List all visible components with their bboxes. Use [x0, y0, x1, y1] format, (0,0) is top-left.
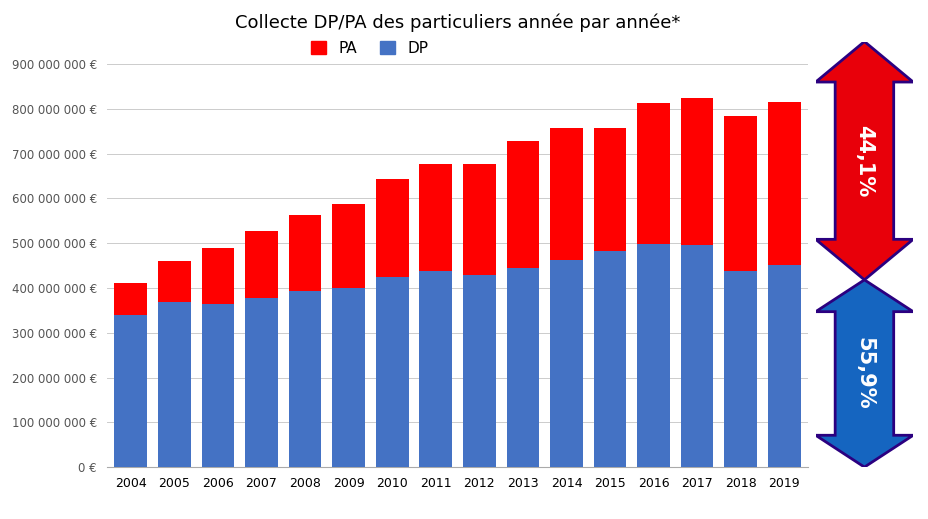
Bar [332, 203, 365, 288]
Bar [593, 128, 625, 251]
Bar [549, 128, 582, 260]
Bar [724, 116, 756, 271]
Bar [201, 305, 234, 467]
Text: 44,1%: 44,1% [854, 125, 873, 197]
Bar [289, 292, 321, 467]
Legend: PA, DP: PA, DP [311, 40, 428, 56]
Bar [201, 249, 234, 305]
Bar [549, 260, 582, 467]
Bar [376, 179, 408, 277]
Bar [245, 231, 277, 298]
Bar [767, 265, 800, 467]
Bar [114, 315, 147, 467]
Title: Collecte DP/PA des particuliers année par année*: Collecte DP/PA des particuliers année pa… [235, 13, 679, 32]
Bar [637, 244, 669, 467]
Polygon shape [815, 280, 912, 467]
Bar [289, 215, 321, 292]
Bar [680, 98, 713, 245]
Bar [506, 141, 538, 268]
Polygon shape [815, 42, 912, 280]
Bar [506, 268, 538, 467]
Bar [724, 271, 756, 467]
Bar [376, 277, 408, 467]
Bar [114, 282, 147, 315]
Bar [158, 302, 190, 467]
Bar [767, 102, 800, 265]
Bar [680, 245, 713, 467]
Bar [419, 271, 452, 467]
Bar [245, 298, 277, 467]
Bar [462, 165, 496, 276]
Bar [419, 165, 452, 271]
Bar [593, 251, 625, 467]
Bar [637, 103, 669, 244]
Text: 55,9%: 55,9% [854, 337, 873, 410]
Bar [158, 261, 190, 302]
Bar [462, 276, 496, 467]
Bar [332, 288, 365, 467]
